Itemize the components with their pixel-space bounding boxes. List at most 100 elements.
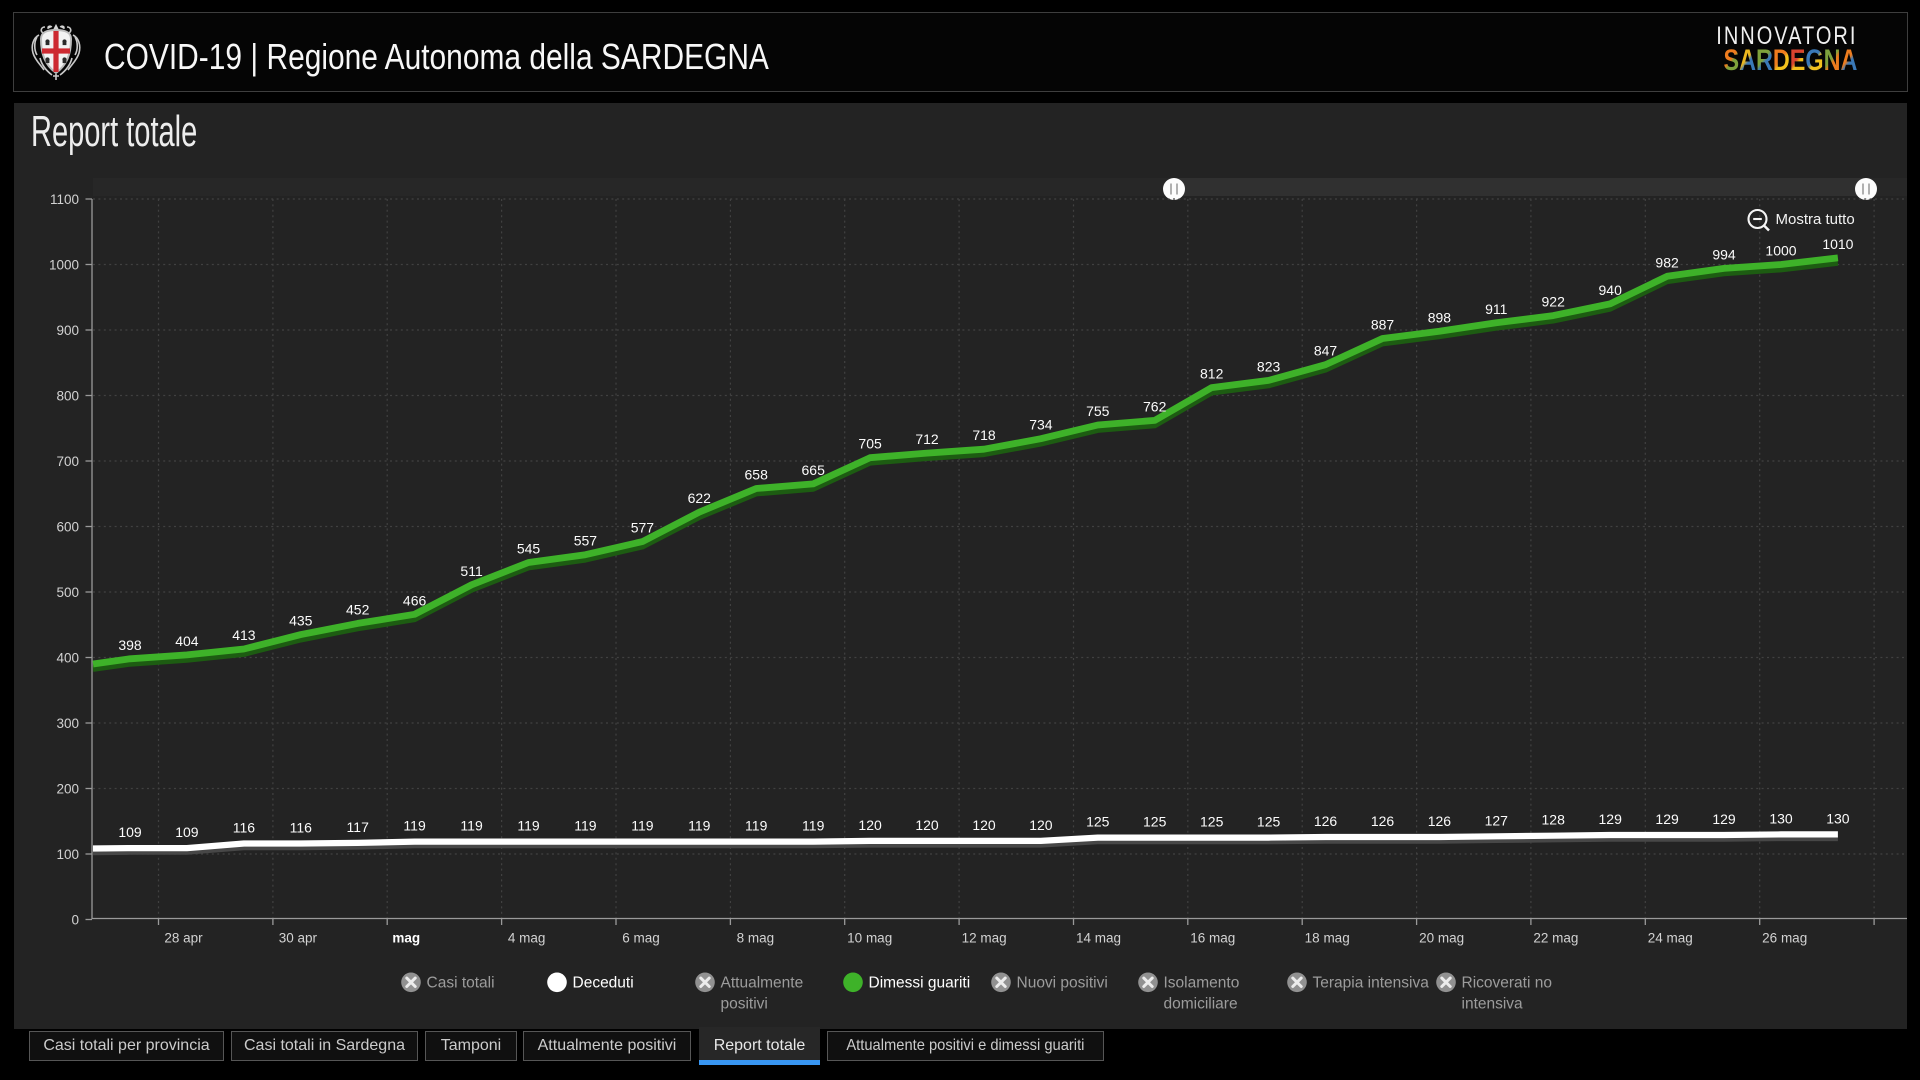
svg-text:6 mag: 6 mag — [622, 931, 660, 946]
svg-text:120: 120 — [1029, 817, 1053, 833]
svg-text:129: 129 — [1599, 811, 1623, 827]
svg-text:718: 718 — [972, 427, 996, 443]
svg-text:1000: 1000 — [49, 257, 79, 272]
svg-text:800: 800 — [56, 388, 79, 403]
svg-text:119: 119 — [631, 818, 654, 834]
svg-text:622: 622 — [688, 490, 712, 506]
svg-text:413: 413 — [232, 627, 256, 643]
svg-text:911: 911 — [1485, 301, 1508, 317]
svg-text:734: 734 — [1029, 417, 1053, 433]
svg-text:117: 117 — [347, 819, 370, 835]
svg-text:119: 119 — [517, 818, 540, 834]
svg-text:300: 300 — [56, 716, 79, 731]
svg-text:10 mag: 10 mag — [847, 931, 892, 946]
svg-text:812: 812 — [1200, 366, 1224, 382]
svg-text:466: 466 — [403, 592, 427, 608]
svg-text:Casi totali: Casi totali — [427, 975, 495, 992]
svg-text:30 apr: 30 apr — [279, 931, 318, 946]
svg-text:119: 119 — [745, 818, 768, 834]
svg-text:100: 100 — [56, 847, 79, 862]
svg-text:16 mag: 16 mag — [1190, 931, 1235, 946]
svg-text:127: 127 — [1485, 812, 1509, 828]
svg-text:129: 129 — [1712, 811, 1736, 827]
svg-text:116: 116 — [233, 820, 256, 836]
svg-text:898: 898 — [1428, 309, 1452, 325]
svg-text:119: 119 — [802, 818, 825, 834]
svg-text:940: 940 — [1599, 282, 1623, 298]
svg-text:400: 400 — [56, 650, 79, 665]
svg-text:125: 125 — [1257, 814, 1281, 830]
svg-text:Isolamento: Isolamento — [1164, 975, 1240, 992]
svg-text:119: 119 — [574, 818, 597, 834]
svg-text:Terapia intensiva: Terapia intensiva — [1313, 975, 1430, 992]
svg-text:125: 125 — [1200, 814, 1224, 830]
svg-text:intensiva: intensiva — [1462, 995, 1524, 1012]
svg-text:557: 557 — [574, 533, 598, 549]
svg-text:125: 125 — [1143, 814, 1167, 830]
svg-text:12 mag: 12 mag — [962, 931, 1007, 946]
svg-text:119: 119 — [688, 818, 711, 834]
svg-text:126: 126 — [1371, 813, 1395, 829]
svg-text:452: 452 — [346, 601, 370, 617]
svg-text:28 apr: 28 apr — [164, 931, 203, 946]
svg-text:8 mag: 8 mag — [737, 931, 775, 946]
svg-text:1010: 1010 — [1822, 236, 1853, 252]
svg-text:435: 435 — [289, 613, 313, 629]
svg-text:600: 600 — [56, 519, 79, 534]
svg-text:1000: 1000 — [1765, 243, 1796, 259]
svg-text:755: 755 — [1086, 403, 1110, 419]
svg-text:128: 128 — [1542, 812, 1566, 828]
svg-text:18 mag: 18 mag — [1305, 931, 1350, 946]
svg-text:Dimessi guariti: Dimessi guariti — [869, 975, 971, 992]
svg-text:900: 900 — [56, 323, 79, 338]
svg-text:109: 109 — [175, 824, 199, 840]
svg-text:14 mag: 14 mag — [1076, 931, 1121, 946]
svg-text:511: 511 — [460, 563, 483, 579]
svg-text:398: 398 — [118, 637, 142, 653]
svg-text:116: 116 — [290, 820, 313, 836]
svg-text:665: 665 — [802, 462, 826, 478]
svg-text:Ricoverati no: Ricoverati no — [1462, 975, 1552, 992]
svg-text:700: 700 — [56, 454, 79, 469]
svg-text:762: 762 — [1143, 398, 1167, 414]
svg-text:120: 120 — [915, 817, 939, 833]
svg-text:Mostra tutto: Mostra tutto — [1776, 211, 1855, 228]
svg-text:126: 126 — [1314, 813, 1338, 829]
svg-text:712: 712 — [915, 431, 939, 447]
svg-text:545: 545 — [517, 541, 541, 557]
svg-text:4 mag: 4 mag — [508, 931, 546, 946]
svg-text:119: 119 — [403, 818, 426, 834]
svg-text:22 mag: 22 mag — [1533, 931, 1578, 946]
svg-text:positivi: positivi — [721, 995, 768, 1012]
svg-text:200: 200 — [56, 781, 79, 796]
svg-text:922: 922 — [1542, 294, 1566, 310]
svg-text:1100: 1100 — [50, 192, 79, 207]
svg-text:823: 823 — [1257, 358, 1281, 374]
svg-text:887: 887 — [1371, 317, 1395, 333]
svg-text:847: 847 — [1314, 343, 1338, 359]
svg-text:mag: mag — [392, 931, 420, 946]
svg-text:Deceduti: Deceduti — [573, 975, 634, 992]
svg-text:130: 130 — [1826, 810, 1850, 826]
svg-text:26 mag: 26 mag — [1762, 931, 1807, 946]
svg-text:20 mag: 20 mag — [1419, 931, 1464, 946]
svg-text:119: 119 — [460, 818, 483, 834]
svg-text:130: 130 — [1769, 810, 1793, 826]
svg-text:0: 0 — [71, 912, 79, 927]
svg-text:982: 982 — [1655, 254, 1679, 270]
svg-text:658: 658 — [745, 467, 769, 483]
svg-text:577: 577 — [631, 520, 655, 536]
svg-text:994: 994 — [1712, 246, 1736, 262]
svg-text:129: 129 — [1655, 811, 1679, 827]
svg-text:404: 404 — [175, 633, 199, 649]
svg-text:500: 500 — [56, 585, 79, 600]
svg-text:Attualmente: Attualmente — [721, 975, 804, 992]
svg-text:109: 109 — [118, 824, 142, 840]
svg-text:705: 705 — [858, 436, 882, 452]
svg-text:Nuovi positivi: Nuovi positivi — [1017, 975, 1108, 992]
svg-text:125: 125 — [1086, 814, 1110, 830]
svg-text:24 mag: 24 mag — [1648, 931, 1693, 946]
svg-text:120: 120 — [972, 817, 996, 833]
svg-text:domiciliare: domiciliare — [1164, 995, 1238, 1012]
svg-text:120: 120 — [858, 817, 882, 833]
